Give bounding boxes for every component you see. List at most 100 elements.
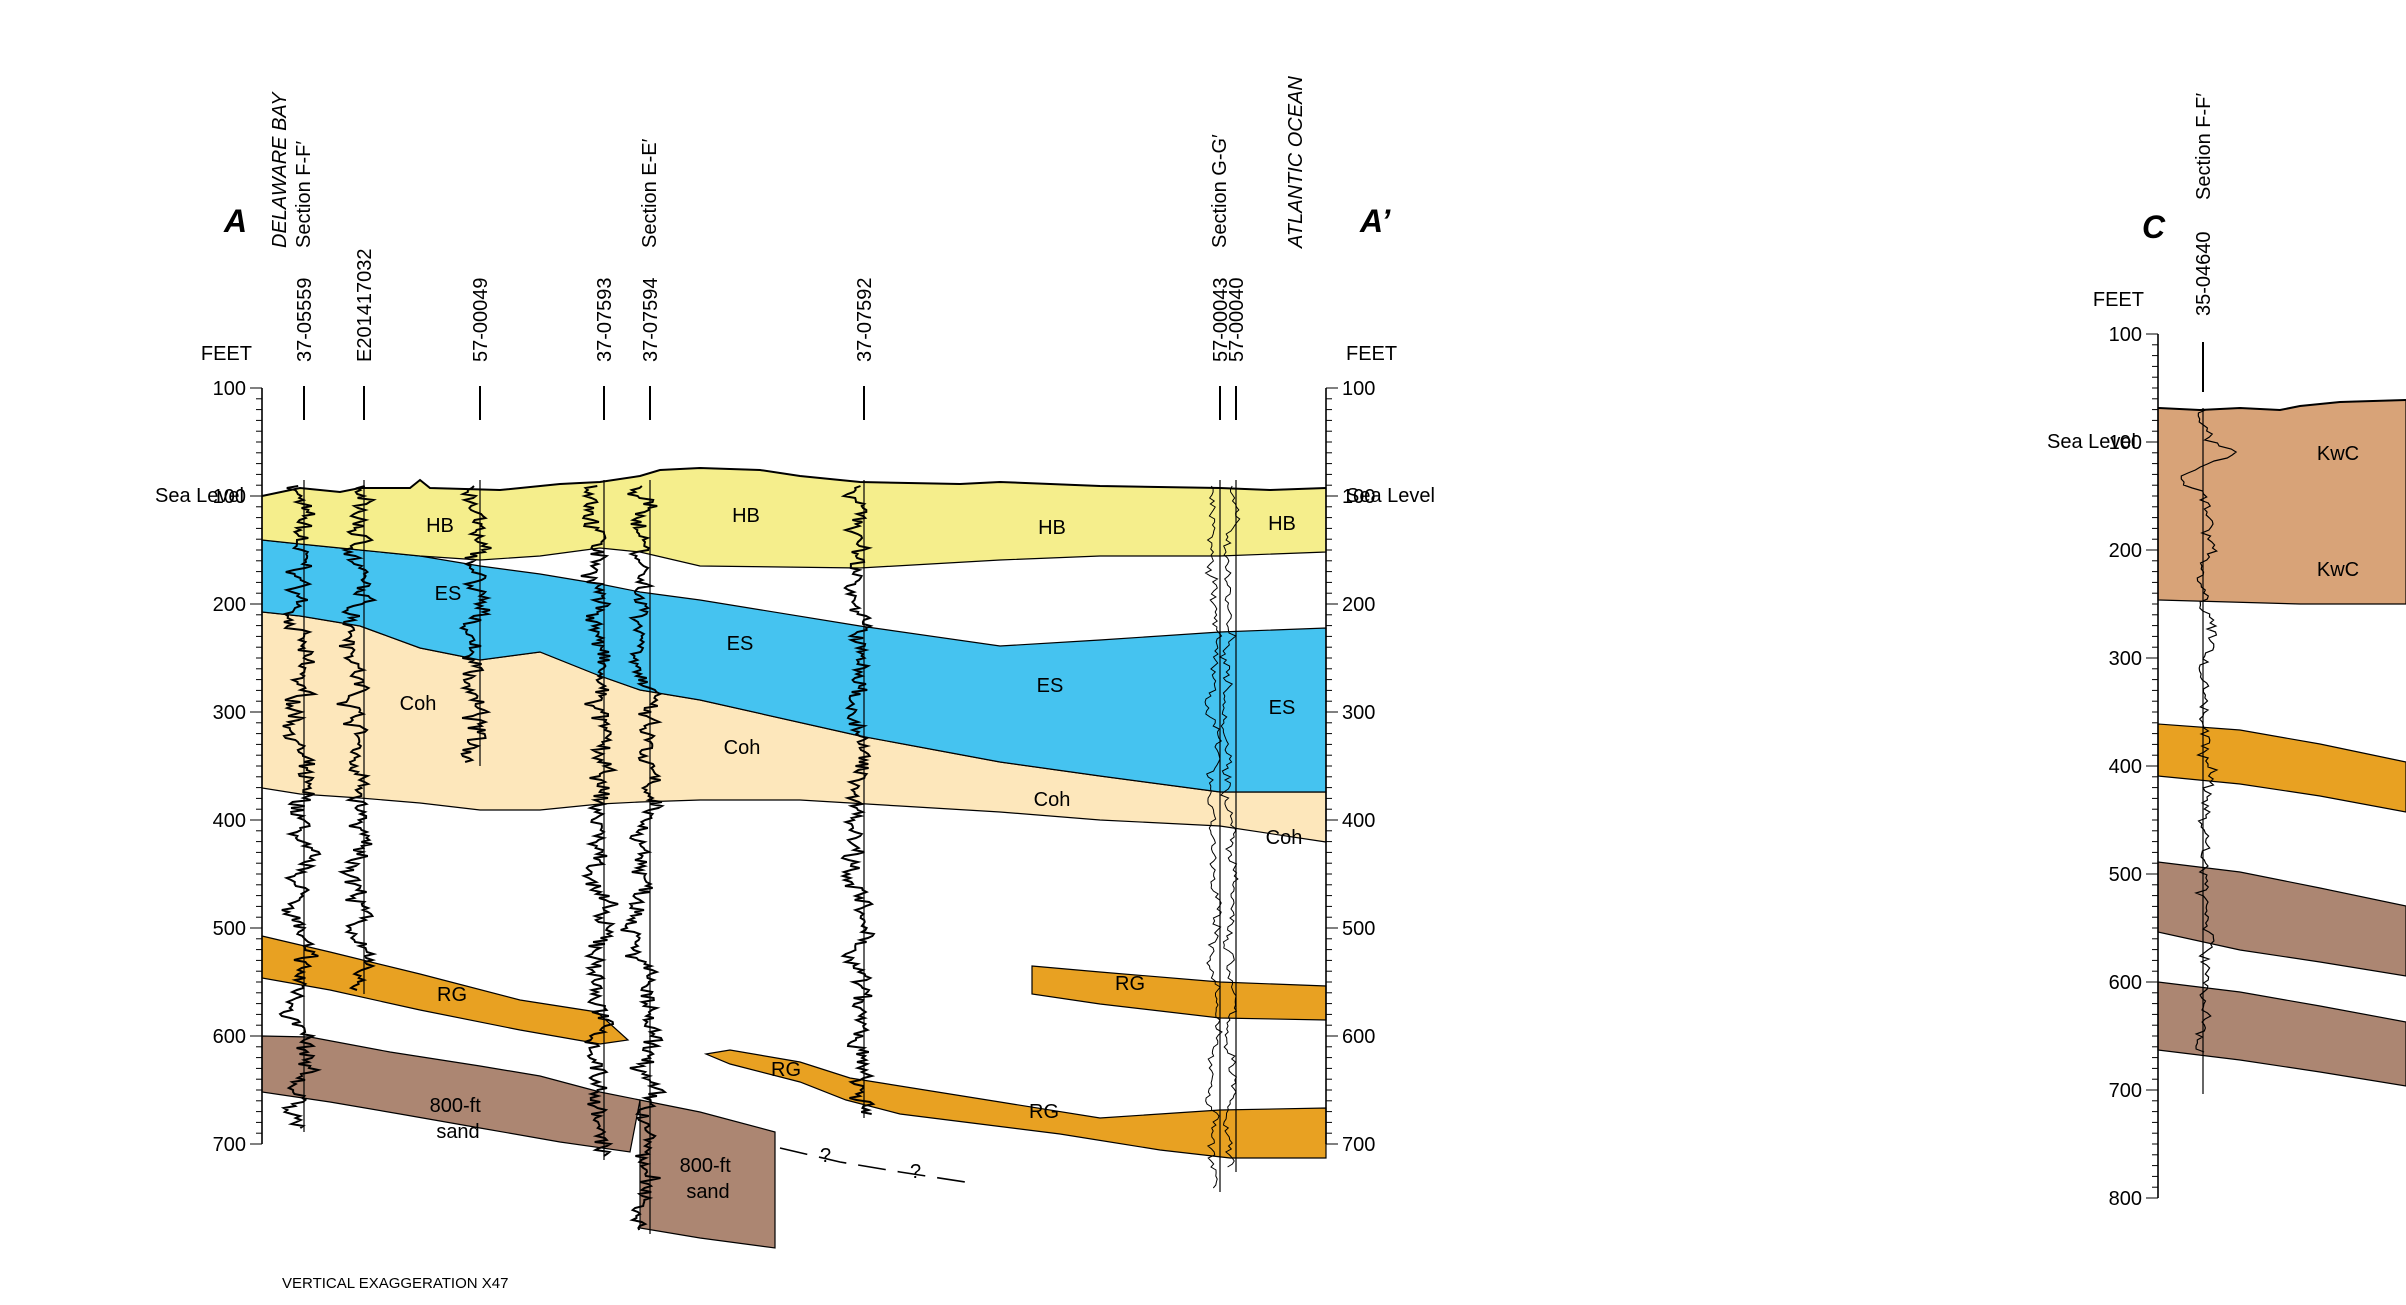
rg-label: RG [1029, 1101, 1059, 1123]
rg-unit-east [1031, 965, 1327, 1021]
question-mark-1: ? [820, 1145, 831, 1167]
sand-label-line1: 800-ft [680, 1155, 732, 1177]
right-depth-axis: 100 100 200 300 400 500 600 700 [1325, 378, 1375, 1156]
well-label: 37-07593 [594, 277, 616, 362]
coh-label: Coh [724, 737, 761, 759]
hb-label: HB [732, 505, 760, 527]
section-ff-label-left: Section F-F′ [293, 141, 315, 248]
rg-label: RG [1115, 973, 1145, 995]
well-log-trace [1204, 485, 1223, 1189]
depth-tick-label: 200 [1342, 594, 1375, 616]
inferred-contact-line [779, 1147, 966, 1183]
depth-tick-label: 300 [1342, 702, 1375, 724]
coh-label: Coh [1034, 789, 1071, 811]
well-label: 37-07594 [640, 277, 662, 362]
question-mark-2: ? [910, 1161, 921, 1183]
brown-unit-c-lower [2157, 981, 2406, 1087]
rg-unit-lens [703, 1049, 1327, 1159]
sand-label-line2: sand [436, 1121, 479, 1143]
depth-tick-label: 800 [2109, 1188, 2142, 1210]
hb-unit [261, 467, 1327, 569]
well-log-trace-c [2180, 409, 2238, 1053]
sand-label-line2: sand [686, 1181, 729, 1203]
well-log-trace [336, 485, 378, 991]
depth-tick-label: 400 [2109, 756, 2142, 778]
depth-axis-c: 100 100 200 300 400 500 600 700 800 [2109, 324, 2159, 1210]
feet-label-c: FEET [2093, 289, 2144, 311]
well-log-trace [278, 485, 323, 1129]
well-label: E201417032 [354, 249, 376, 362]
depth-tick-label: 700 [2109, 1080, 2142, 1102]
section-gg-label: Section G-G′ [1209, 134, 1231, 248]
depth-tick-label: 700 [213, 1134, 246, 1156]
coh-label: Coh [400, 693, 437, 715]
depth-tick-label: 100 [2109, 432, 2142, 454]
kwc-label: KwC [2317, 559, 2359, 581]
hb-label: HB [1268, 513, 1296, 535]
depth-tick-label: 100 [1342, 378, 1375, 400]
depth-tick-label: 200 [2109, 540, 2142, 562]
kwc-label: KwC [2317, 443, 2359, 465]
es-label: ES [727, 633, 754, 655]
well-label: 57-00049 [470, 277, 492, 362]
well-log-trace [458, 485, 492, 763]
cross-section-a: ? ? HB HB HB HB ES ES ES ES Coh Coh Coh … [155, 76, 1435, 1292]
sea-level-label-c: Sea Level [2047, 431, 2136, 453]
well-label: 57-00043 [1210, 277, 1232, 362]
well-label: 37-07592 [854, 277, 876, 362]
land-surface-line-c [2157, 399, 2406, 412]
brown-unit-c-upper [2157, 861, 2406, 977]
section-ff-label-c: Section F-F′ [2193, 93, 2215, 200]
sea-level-label-right: Sea Level [1346, 485, 1435, 507]
coh-label: Coh [1266, 827, 1303, 849]
rg-label: RG [437, 984, 467, 1006]
depth-tick-label: 700 [1342, 1134, 1375, 1156]
section-start-label-c: C [2142, 209, 2166, 245]
depth-tick-label: 100 [2109, 324, 2142, 346]
sand-label: 800-ft sand [680, 1155, 737, 1203]
well-label-c: 35-04640 [2193, 231, 2215, 316]
sand-unit-west [261, 1035, 641, 1153]
es-label: ES [1037, 675, 1064, 697]
well-log-trace [580, 485, 619, 1157]
delaware-bay-label: DELAWARE BAY [269, 91, 291, 248]
depth-tick-label: 400 [1342, 810, 1375, 832]
sand-unit-east [639, 1099, 776, 1249]
depth-tick-label: 500 [213, 918, 246, 940]
cross-section-c: KwC KwC 100 100 200 300 400 500 600 700 800 FEET… [2047, 93, 2406, 1210]
feet-label-left: FEET [201, 343, 252, 365]
depth-tick-label: 600 [213, 1026, 246, 1048]
atlantic-ocean-label: ATLANTIC OCEAN [1285, 76, 1307, 249]
depth-tick-label: 300 [2109, 648, 2142, 670]
depth-tick-label: 500 [2109, 864, 2142, 886]
section-start-label: A [223, 203, 247, 239]
es-label: ES [435, 583, 462, 605]
section-end-label: A’ [1359, 203, 1391, 239]
sand-label-line1: 800-ft [430, 1095, 482, 1117]
depth-tick-label: 400 [213, 810, 246, 832]
well-label: 57-00040 [1226, 277, 1248, 362]
depth-tick-label: 200 [213, 594, 246, 616]
es-label: ES [1269, 697, 1296, 719]
hb-label: HB [426, 515, 454, 537]
sand-label: 800-ft sand [430, 1095, 487, 1143]
well-log-trace [620, 485, 668, 1231]
kwc-unit [2157, 399, 2406, 605]
vertical-exaggeration-note: VERTICAL EXAGGERATION X47 [282, 1275, 508, 1292]
well-log-trace [1218, 485, 1241, 1168]
depth-tick-label: 600 [1342, 1026, 1375, 1048]
depth-tick-label: 500 [1342, 918, 1375, 940]
rg-unit-c [2157, 723, 2406, 813]
left-depth-axis: 100 100 200 300 400 500 600 700 [213, 378, 263, 1156]
depth-tick-label: 100 [213, 378, 246, 400]
well-label: 37-05559 [294, 277, 316, 362]
depth-tick-label: 300 [213, 702, 246, 724]
sea-level-label-left: Sea Level [155, 485, 244, 507]
rg-label: RG [771, 1059, 801, 1081]
section-ee-label: Section E-E′ [639, 138, 661, 248]
depth-tick-label: 600 [2109, 972, 2142, 994]
depth-tick-label: 100 [213, 486, 246, 508]
depth-tick-label: 100 [1342, 486, 1375, 508]
well-log-trace [839, 485, 876, 1115]
